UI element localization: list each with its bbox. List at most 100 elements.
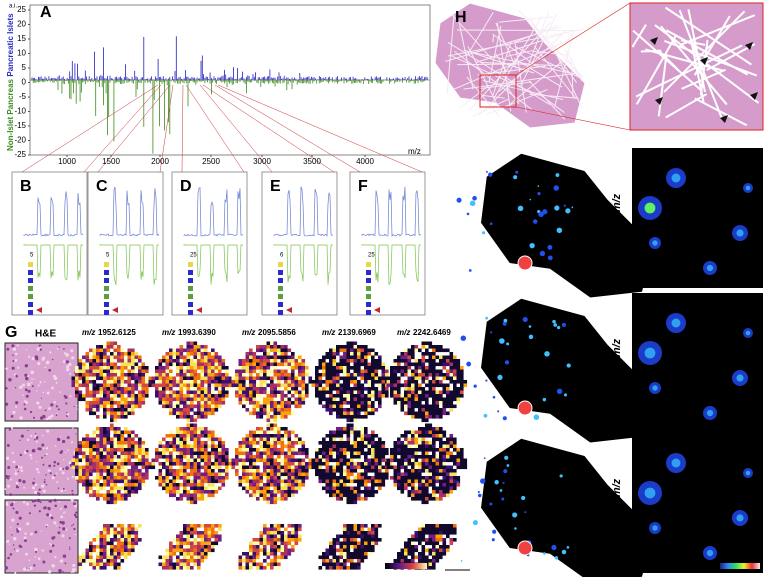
ms-pixel — [339, 411, 344, 416]
ms-pixel — [172, 486, 177, 491]
ms-pixel — [353, 390, 358, 395]
ms-pixel — [145, 451, 149, 456]
ms-pixel — [245, 451, 250, 456]
ms-pixel — [270, 552, 274, 556]
ms-pixel — [343, 355, 347, 360]
ms-pixel — [284, 465, 288, 470]
ms-pixel — [428, 345, 433, 349]
ms-pixel — [266, 444, 271, 449]
ms-pixel — [89, 559, 93, 563]
ms-pixel — [183, 373, 187, 377]
ms-pixel — [75, 366, 79, 370]
ms-pixel — [165, 434, 170, 438]
ms-pixel — [141, 383, 146, 388]
ms-pixel — [85, 486, 90, 491]
ms-pixel — [92, 455, 97, 459]
ms-pixel — [360, 355, 365, 360]
ms-pixel — [298, 469, 302, 473]
ms-pixel — [252, 366, 257, 370]
ms-pixel — [428, 341, 433, 346]
connector — [515, 2, 631, 76]
ms-pixel — [179, 455, 184, 459]
nucleus — [12, 359, 15, 363]
inset-islet — [99, 186, 160, 237]
ms-pixel — [176, 548, 180, 553]
ms-pixel — [190, 527, 194, 532]
ms-pixel — [96, 441, 100, 445]
ms-pixel — [397, 359, 401, 363]
ms-pixel — [435, 479, 440, 484]
nucleus — [49, 549, 53, 553]
ms-pixel — [277, 555, 281, 560]
ms-pixel — [360, 552, 365, 556]
ms-pixel — [291, 376, 295, 381]
ms-pixel — [435, 427, 440, 431]
ms-pixel — [378, 394, 382, 398]
ms-pixel — [138, 390, 142, 395]
ms-pixel — [110, 559, 114, 563]
ms-pixel — [336, 345, 340, 349]
ms-pixel — [350, 390, 354, 395]
ms-pixel — [138, 469, 142, 473]
ms-pixel — [414, 458, 419, 463]
ms-pixel — [103, 479, 107, 484]
ms-pixel — [357, 451, 361, 456]
nucleus — [71, 525, 73, 527]
ms-pixel — [442, 451, 447, 456]
nucleus — [51, 386, 54, 390]
ms-pixel — [346, 401, 351, 405]
ms-pixel — [343, 479, 347, 484]
ms-pixel — [145, 380, 149, 384]
nucleus — [58, 346, 60, 348]
ms-pixel — [381, 451, 386, 456]
ms-pixel — [456, 462, 461, 466]
ms-pixel — [325, 444, 330, 449]
nucleus — [4, 488, 7, 491]
ms-pixel — [360, 476, 365, 480]
ms-pixel — [190, 444, 194, 449]
ms-pixel — [294, 524, 299, 528]
ms-pixel — [96, 348, 100, 353]
ms-pixel — [273, 430, 278, 435]
ms-pixel — [346, 451, 351, 456]
nucleus — [49, 513, 52, 517]
ms-pixel — [190, 418, 194, 423]
ms-pixel — [418, 552, 422, 556]
ms-pixel — [374, 448, 379, 452]
ms-pixel — [291, 411, 295, 416]
ms-pixel — [421, 380, 426, 384]
ms-pixel — [428, 552, 433, 556]
ms-pixel — [165, 486, 170, 491]
ms-pixel — [117, 548, 121, 553]
ms-pixel — [325, 469, 330, 473]
ms-pixel — [407, 469, 412, 473]
ms-pixel — [169, 411, 173, 416]
ms-pixel — [414, 490, 419, 494]
ms-pixel — [346, 531, 351, 535]
ms-pixel — [162, 444, 166, 449]
ms-pixel — [165, 366, 170, 370]
ms-pixel — [273, 366, 278, 370]
ms-pixel — [453, 476, 457, 480]
ms-pixel — [214, 444, 219, 449]
ms-pixel — [421, 548, 426, 553]
ms-pixel — [138, 479, 142, 484]
ms-pixel — [442, 376, 447, 381]
nucleus — [25, 349, 28, 351]
ms-pixel — [238, 555, 243, 560]
ms-pixel — [378, 455, 382, 459]
ms-pixel — [214, 524, 219, 528]
glycan — [28, 294, 33, 299]
ms-pixel — [442, 387, 447, 391]
ms-pixel — [207, 397, 212, 402]
ms-pixel — [117, 465, 121, 470]
ms-pixel — [96, 373, 100, 377]
ms-pixel — [158, 483, 163, 487]
ms-pixel — [360, 348, 365, 353]
nucleus — [66, 412, 70, 416]
ms-pixel — [242, 369, 246, 374]
ms-pixel — [127, 359, 132, 363]
ms-pixel — [393, 559, 398, 563]
ms-pixel — [197, 434, 201, 438]
ms-pixel — [393, 458, 398, 463]
